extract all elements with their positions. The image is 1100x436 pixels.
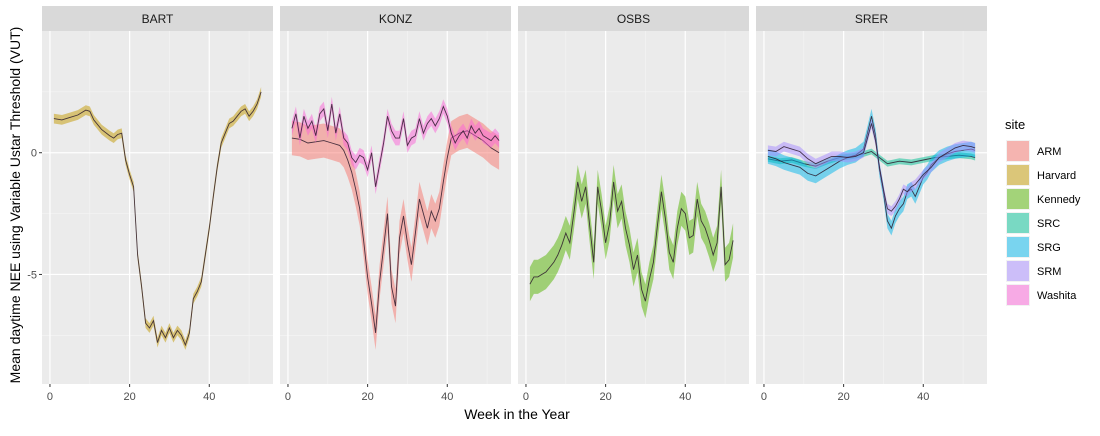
strip-background xyxy=(42,6,273,31)
strip-background xyxy=(756,6,987,31)
legend-label-src: SRC xyxy=(1037,218,1060,230)
x-tick-label: 40 xyxy=(441,391,453,403)
panel-osbs: OSBS 0 20 40 xyxy=(518,6,749,403)
legend: site ARM Harvard Kennedy SRC SRG SRM Washita xyxy=(1005,117,1081,306)
x-tick-label: 40 xyxy=(679,391,691,403)
legend-label-srm: SRM xyxy=(1037,266,1061,278)
legend-key-arm xyxy=(1007,141,1029,161)
ribbon-arm xyxy=(291,113,500,350)
plot-background xyxy=(756,31,987,384)
ribbon-harvard xyxy=(53,87,262,350)
panel-konz: KONZ 0 20 40 xyxy=(280,6,511,403)
ribbon-washita xyxy=(291,96,500,195)
legend-label-arm: ARM xyxy=(1037,146,1061,158)
x-tick-label: 0 xyxy=(47,391,53,403)
strip-label: OSBS xyxy=(617,12,650,26)
x-tick-label: 20 xyxy=(599,391,611,403)
x-tick-label: 20 xyxy=(837,391,849,403)
legend-title: site xyxy=(1005,117,1025,132)
plot-background xyxy=(42,31,273,384)
legend-key-srg xyxy=(1007,237,1029,257)
plot-background xyxy=(518,31,749,384)
line-harvard xyxy=(53,91,262,347)
x-tick-label: 20 xyxy=(361,391,373,403)
plot-background xyxy=(280,31,511,384)
line-arm xyxy=(291,130,500,333)
panel-bart: BART 0 20 40 0 -5 xyxy=(27,6,273,403)
y-tick-label: 0 xyxy=(31,148,37,160)
strip-background xyxy=(518,6,749,31)
legend-key-src xyxy=(1007,213,1029,233)
strip-background xyxy=(280,6,511,31)
x-tick-label: 0 xyxy=(761,391,767,403)
x-tick-label: 0 xyxy=(523,391,529,403)
legend-key-srm xyxy=(1007,261,1029,281)
strip-label: KONZ xyxy=(379,12,412,26)
legend-key-harvard xyxy=(1007,165,1029,185)
strip-label: BART xyxy=(142,12,174,26)
ribbon-srm xyxy=(767,118,976,216)
ribbon-kennedy xyxy=(529,164,734,319)
line-kennedy xyxy=(529,181,734,302)
line-washita xyxy=(291,103,500,187)
y-tick-label: -5 xyxy=(27,269,37,281)
panels: BART 0 20 40 0 -5 KONZ 0 20 40 OSBS 0 20 40 SRER 0 20 40 xyxy=(27,6,987,403)
legend-label-washita: Washita xyxy=(1037,290,1077,302)
strip-label: SRER xyxy=(855,12,889,26)
y-axis-title: Mean daytime NEE using Variable Ustar Th… xyxy=(7,27,23,384)
legend-label-harvard: Harvard xyxy=(1037,170,1076,182)
line-srm xyxy=(767,123,976,212)
legend-label-srg: SRG xyxy=(1037,242,1061,254)
legend-label-kennedy: Kennedy xyxy=(1037,194,1081,206)
x-axis-title: Week in the Year xyxy=(464,406,570,422)
x-tick-label: 0 xyxy=(285,391,291,403)
panel-srer: SRER 0 20 40 xyxy=(756,6,987,403)
x-tick-label: 20 xyxy=(123,391,135,403)
x-tick-label: 40 xyxy=(203,391,215,403)
legend-key-washita xyxy=(1007,285,1029,305)
x-tick-label: 40 xyxy=(917,391,929,403)
ribbon-srg xyxy=(767,108,976,236)
legend-key-kennedy xyxy=(1007,189,1029,209)
